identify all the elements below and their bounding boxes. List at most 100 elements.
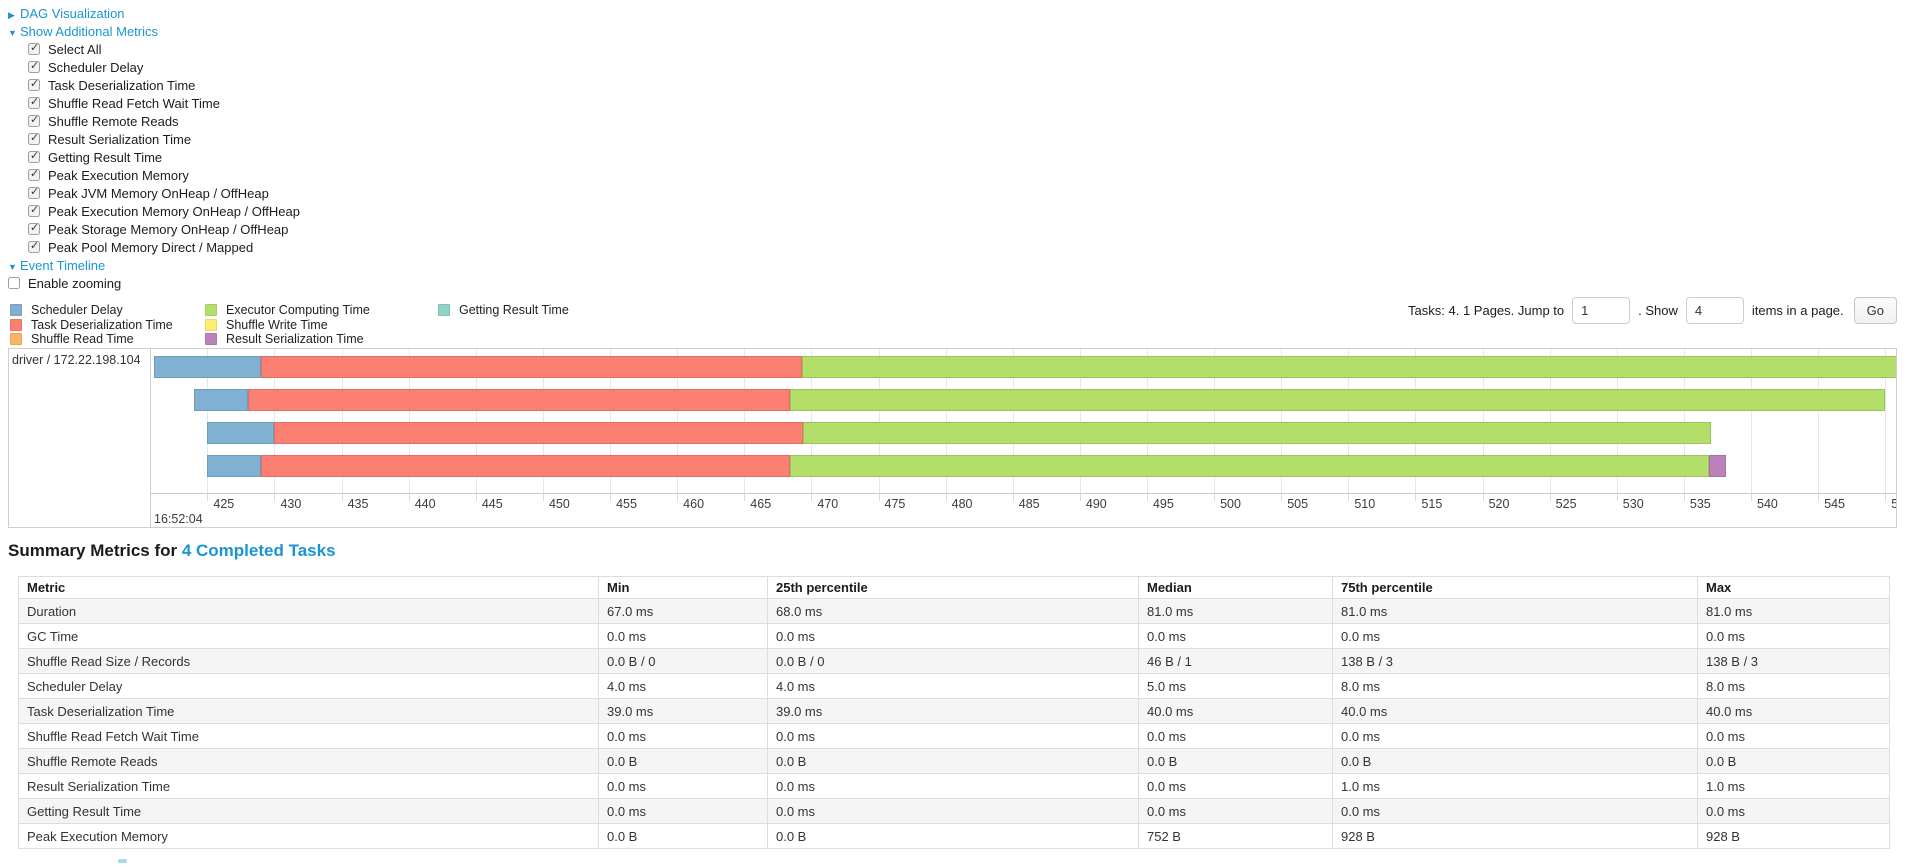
metric-value-cell: 0.0 ms — [1138, 723, 1333, 749]
scheduler-delay-bar[interactable] — [153, 356, 262, 378]
legend-column: Executor Computing Time Shuffle Write Tim… — [205, 303, 438, 347]
result-serialization-bar[interactable] — [1709, 455, 1726, 477]
metric-checkbox-label: Scheduler Delay — [48, 60, 144, 75]
show-additional-metrics-toggle[interactable]: ▼ Show Additional Metrics — [8, 23, 300, 41]
tick-mark — [408, 494, 410, 501]
metric-value-cell: 81.0 ms — [1332, 598, 1698, 624]
legend-column: Getting Result Time — [438, 303, 569, 318]
metric-value-cell: 4.0 ms — [598, 673, 768, 699]
metric-value-cell: 752 B — [1138, 823, 1333, 849]
legend-label: Scheduler Delay — [31, 303, 123, 317]
summary-title-prefix: Summary Metrics for — [8, 541, 182, 560]
scheduler-delay-bar[interactable] — [193, 389, 248, 411]
metric-value-cell: 0.0 ms — [598, 723, 768, 749]
metric-checkbox-10[interactable] — [28, 222, 40, 235]
tick-mark — [1751, 494, 1753, 501]
show-label: . Show — [1638, 303, 1678, 318]
metric-checkbox-6[interactable] — [28, 150, 40, 163]
tick-mark — [1348, 494, 1350, 501]
metric-checkbox-label: Peak Storage Memory OnHeap / OffHeap — [48, 222, 289, 237]
metric-value-cell: 46 B / 1 — [1138, 648, 1333, 674]
gridline — [274, 349, 276, 493]
tick-mark — [1012, 494, 1014, 501]
legend-item: Shuffle Write Time — [205, 318, 438, 333]
metric-value-cell: 0.0 ms — [767, 723, 1139, 749]
metric-checkbox-2[interactable] — [28, 78, 40, 91]
table-row: Getting Result Time 0.0 ms 0.0 ms 0.0 ms 0.0… — [18, 798, 1890, 824]
metric-name-cell: Shuffle Remote Reads — [18, 748, 599, 774]
dag-visualization-link[interactable]: DAG Visualization — [20, 6, 125, 21]
go-button[interactable]: Go — [1853, 297, 1897, 324]
scheduler-delay-bar[interactable] — [207, 422, 275, 444]
page-size-input[interactable] — [1685, 297, 1744, 324]
metric-value-cell: 928 B — [1697, 823, 1890, 849]
gridline — [1818, 349, 1820, 493]
metric-value-cell: 68.0 ms — [767, 598, 1139, 624]
scheduler-delay-bar[interactable] — [207, 455, 262, 477]
executor-computing-bar[interactable] — [802, 356, 1896, 378]
metric-value-cell: 0.0 ms — [1697, 723, 1890, 749]
gridline — [207, 349, 209, 493]
task-deserialization-bar[interactable] — [274, 422, 804, 444]
tick-label: 460 — [683, 497, 705, 511]
metric-value-cell: 0.0 B — [598, 748, 768, 774]
executor-computing-swatch-icon — [205, 304, 217, 317]
enable-zooming-row: Enable zooming — [8, 275, 300, 293]
column-header: Median — [1138, 576, 1333, 599]
jump-to-page-input[interactable] — [1572, 297, 1631, 324]
tick-label: 545 — [1824, 497, 1845, 511]
tick-label: 550 — [1891, 497, 1896, 511]
metric-checkbox-5[interactable] — [28, 132, 40, 145]
metric-checkbox-row: Peak Pool Memory Direct / Mapped — [8, 239, 300, 257]
metric-checkbox-label: Peak Pool Memory Direct / Mapped — [48, 240, 254, 255]
metric-checkbox-11[interactable] — [28, 240, 40, 253]
table-row: Duration 67.0 ms 68.0 ms 81.0 ms 81.0 ms 81.0… — [18, 598, 1890, 624]
dag-visualization-toggle[interactable]: ▶ DAG Visualization — [8, 5, 300, 23]
tick-mark — [1079, 494, 1081, 501]
metric-checkbox-label: Shuffle Remote Reads — [48, 114, 179, 129]
metric-checkbox-7[interactable] — [28, 168, 40, 181]
metric-value-cell: 8.0 ms — [1332, 673, 1698, 699]
legend-label: Getting Result Time — [459, 303, 569, 317]
executor-computing-bar[interactable] — [789, 389, 1886, 411]
metric-value-cell: 0.0 B — [598, 823, 768, 849]
metric-checkbox-0[interactable] — [28, 42, 40, 55]
timeline-axis: 16:52:04 425 430 435 440 445 450 455 460 465 470 4… — [151, 493, 1896, 527]
task-deserialization-bar[interactable] — [261, 356, 802, 378]
tick-label: 485 — [1018, 497, 1040, 511]
gridline — [542, 349, 544, 493]
executor-computing-bar[interactable] — [789, 455, 1710, 477]
metric-checkbox-4[interactable] — [28, 114, 40, 127]
metric-value-cell: 0.0 ms — [1697, 798, 1890, 824]
task-deserialization-bar[interactable] — [261, 455, 790, 477]
tick-label: 495 — [1152, 497, 1174, 511]
executor-computing-bar[interactable] — [803, 422, 1711, 444]
event-timeline-toggle[interactable]: ▼ Event Timeline — [8, 257, 300, 275]
tick-label: 475 — [884, 497, 906, 511]
show-additional-metrics-link[interactable]: Show Additional Metrics — [20, 24, 159, 39]
tick-mark — [878, 494, 880, 501]
completed-tasks-link[interactable]: 4 Completed Tasks — [181, 541, 336, 560]
gridline — [610, 349, 612, 493]
metric-checkbox-8[interactable] — [28, 186, 40, 199]
enable-zooming-checkbox[interactable] — [8, 277, 20, 289]
legend-label: Executor Computing Time — [226, 303, 370, 317]
tick-label: 520 — [1488, 497, 1510, 511]
tick-mark — [677, 494, 679, 501]
metric-checkbox-9[interactable] — [28, 204, 40, 217]
task-deserialization-bar[interactable] — [247, 389, 790, 411]
metric-name-cell: GC Time — [18, 623, 599, 649]
metric-checkbox-label: Result Serialization Time — [48, 132, 192, 147]
gridline — [878, 349, 880, 493]
tick-label: 535 — [1689, 497, 1711, 511]
tick-mark — [475, 494, 477, 501]
legend-item: Scheduler Delay — [10, 303, 205, 318]
tick-label: 465 — [750, 497, 772, 511]
event-timeline-link[interactable]: Event Timeline — [20, 258, 106, 273]
metric-value-cell: 0.0 ms — [1697, 623, 1890, 649]
tick-mark — [274, 494, 276, 501]
tick-label: 470 — [817, 497, 839, 511]
scheduler-delay-swatch-icon — [10, 304, 22, 317]
metric-checkbox-3[interactable] — [28, 96, 40, 109]
metric-checkbox-1[interactable] — [28, 60, 40, 73]
